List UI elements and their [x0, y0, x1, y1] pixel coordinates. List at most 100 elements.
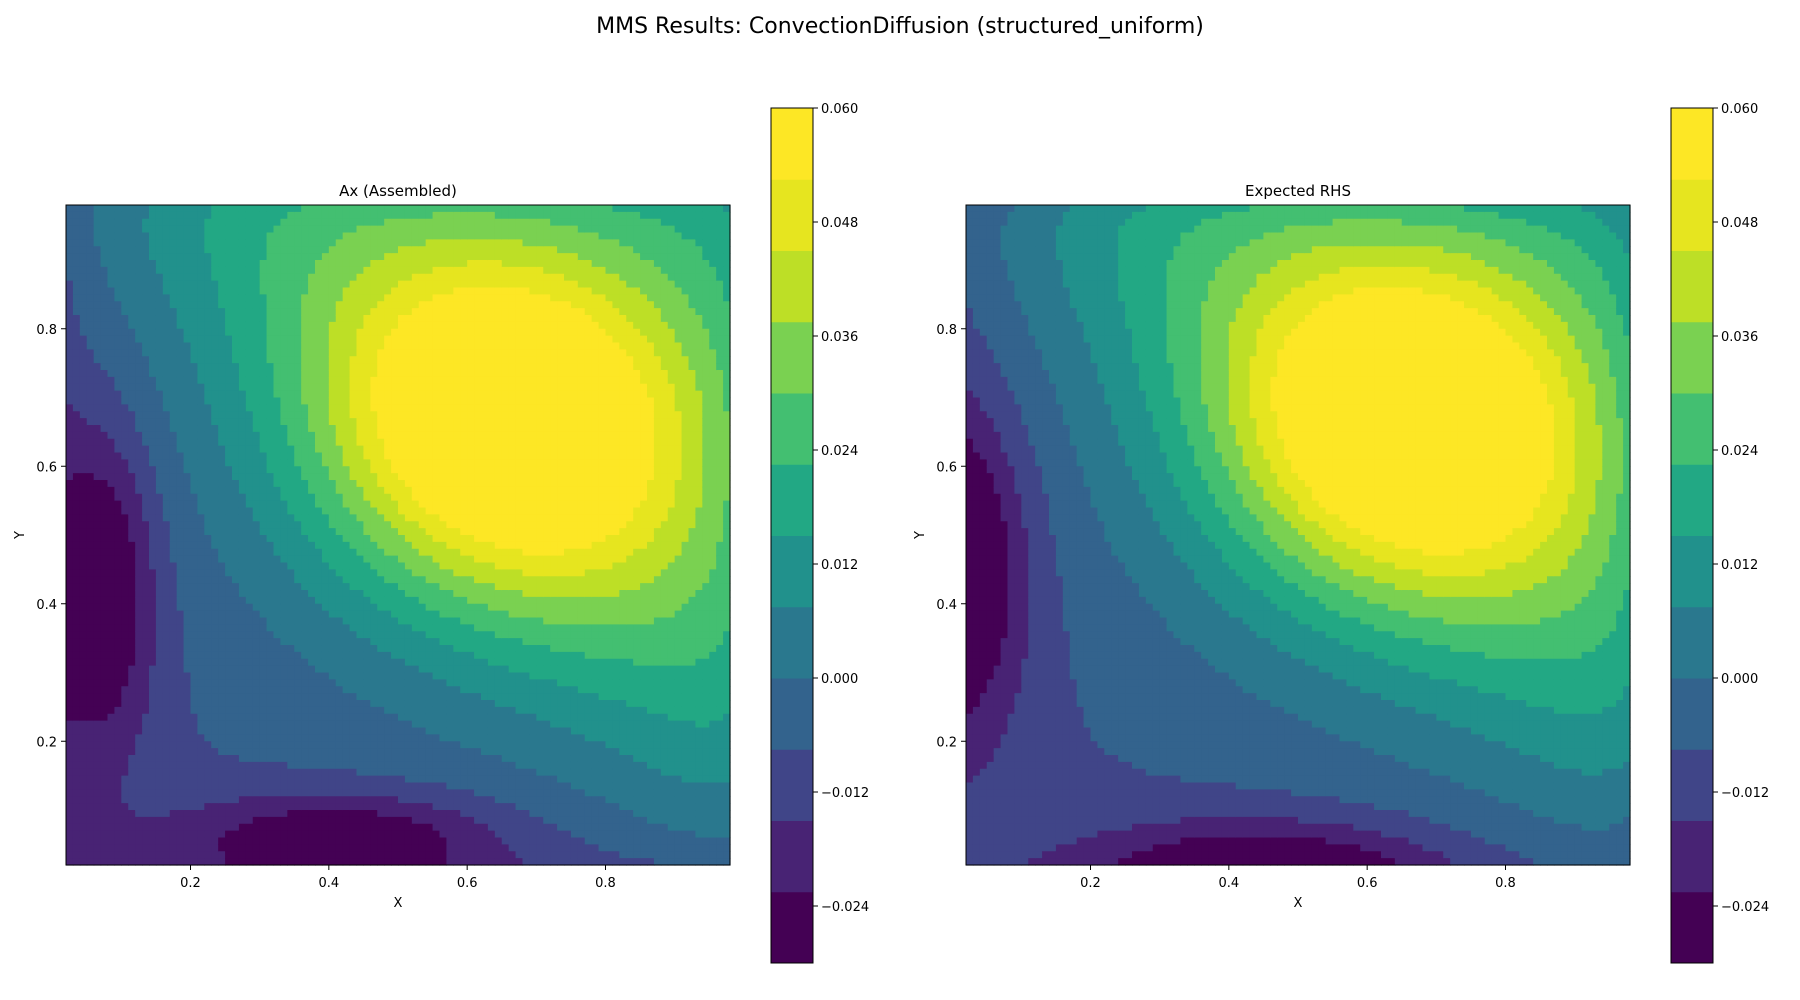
contour-cell: [411, 851, 420, 859]
contour-cell: [404, 665, 413, 674]
contour-cell: [155, 576, 164, 584]
contour-cell: [363, 493, 371, 502]
contour-cell: [301, 562, 309, 570]
contour-cell: [398, 755, 406, 763]
contour-cell: [321, 480, 330, 488]
contour-cell: [218, 308, 226, 316]
contour-cell: [398, 693, 406, 701]
contour-cell: [245, 706, 254, 715]
contour-cell: [301, 418, 309, 426]
contour-cell: [149, 803, 157, 811]
contour-cell: [315, 782, 323, 790]
contour-cell: [308, 445, 316, 454]
contour-cell: [238, 445, 247, 454]
contour-cell: [418, 844, 427, 852]
contour-cell: [342, 370, 351, 378]
contour-cell: [135, 246, 143, 254]
contour-cell: [176, 583, 185, 591]
contour-cell: [370, 548, 378, 557]
contour-cell: [204, 796, 212, 804]
contour-cell: [315, 473, 323, 481]
contour-cell: [155, 590, 164, 598]
contour-cell: [155, 328, 164, 337]
contour-cell: [100, 700, 109, 708]
contour-cell: [377, 734, 385, 742]
contour-cell: [149, 466, 157, 474]
contour-cell: [356, 816, 365, 825]
contour-cell: [418, 301, 427, 309]
contour-cell: [273, 562, 282, 570]
contour-cell: [162, 645, 171, 653]
contour-cell: [377, 459, 385, 467]
contour-cell: [266, 253, 275, 261]
contour-cell: [121, 755, 129, 763]
contour-cell: [204, 239, 212, 247]
contour-cell: [100, 755, 109, 763]
contour-cell: [273, 761, 282, 770]
contour-cell: [335, 700, 344, 708]
contour-cell: [183, 431, 192, 440]
contour-cell: [121, 404, 129, 412]
contour-cell: [315, 596, 323, 605]
contour-cell: [356, 425, 365, 433]
contour-cell: [218, 246, 226, 254]
contour-cell: [238, 638, 247, 646]
contour-cell: [66, 624, 74, 632]
contour-cell: [301, 535, 309, 543]
contour-cell: [211, 459, 219, 467]
contour-cell: [418, 507, 427, 515]
contour-cell: [342, 260, 351, 268]
contour-cell: [190, 521, 199, 529]
contour-cell: [252, 459, 261, 467]
contour-cell: [301, 741, 309, 749]
contour-cell: [252, 335, 261, 344]
contour-cell: [66, 782, 74, 790]
contour-cell: [149, 596, 157, 605]
contour-cell: [204, 356, 212, 364]
contour-cell: [135, 638, 143, 646]
contour-cell: [335, 294, 344, 302]
contour-cell: [66, 500, 74, 509]
contour-cell: [66, 706, 74, 715]
contour-cell: [328, 810, 337, 818]
contour-cell: [349, 768, 358, 777]
contour-cell: [363, 342, 371, 350]
contour-cell: [66, 665, 74, 674]
contour-cell: [356, 507, 365, 515]
contour-cell: [321, 280, 330, 289]
contour-cell: [294, 266, 302, 275]
contour-cell: [232, 205, 240, 213]
contour-cell: [93, 445, 102, 454]
contour-cell: [370, 755, 378, 763]
contour-cell: [287, 452, 295, 460]
contour-cell: [225, 321, 233, 330]
contour-cell: [79, 823, 88, 832]
contour-cell: [79, 796, 88, 804]
contour-cell: [176, 651, 185, 660]
contour-cell: [197, 672, 205, 680]
contour-cell: [321, 761, 330, 770]
contour-cell: [328, 500, 337, 509]
contour-cell: [411, 617, 420, 625]
contour-cell: [169, 631, 178, 639]
contour-cell: [72, 246, 81, 254]
contour-cell: [225, 610, 233, 619]
contour-cell: [398, 782, 406, 790]
contour-cell: [411, 308, 420, 316]
contour-cell: [121, 768, 129, 777]
contour-cell: [107, 624, 116, 632]
contour-cell: [411, 459, 420, 467]
contour-cell: [218, 335, 226, 344]
contour-cell: [190, 796, 199, 804]
contour-cell: [391, 301, 399, 309]
contour-cell: [190, 335, 199, 344]
contour-cell: [321, 548, 330, 557]
contour-cell: [162, 583, 171, 591]
contour-cell: [232, 755, 240, 763]
contour-cell: [107, 700, 116, 708]
contour-cell: [225, 363, 233, 371]
contour-cell: [149, 218, 157, 227]
contour-cell: [197, 603, 205, 612]
contour-cell: [72, 803, 81, 811]
contour-cell: [114, 438, 122, 447]
